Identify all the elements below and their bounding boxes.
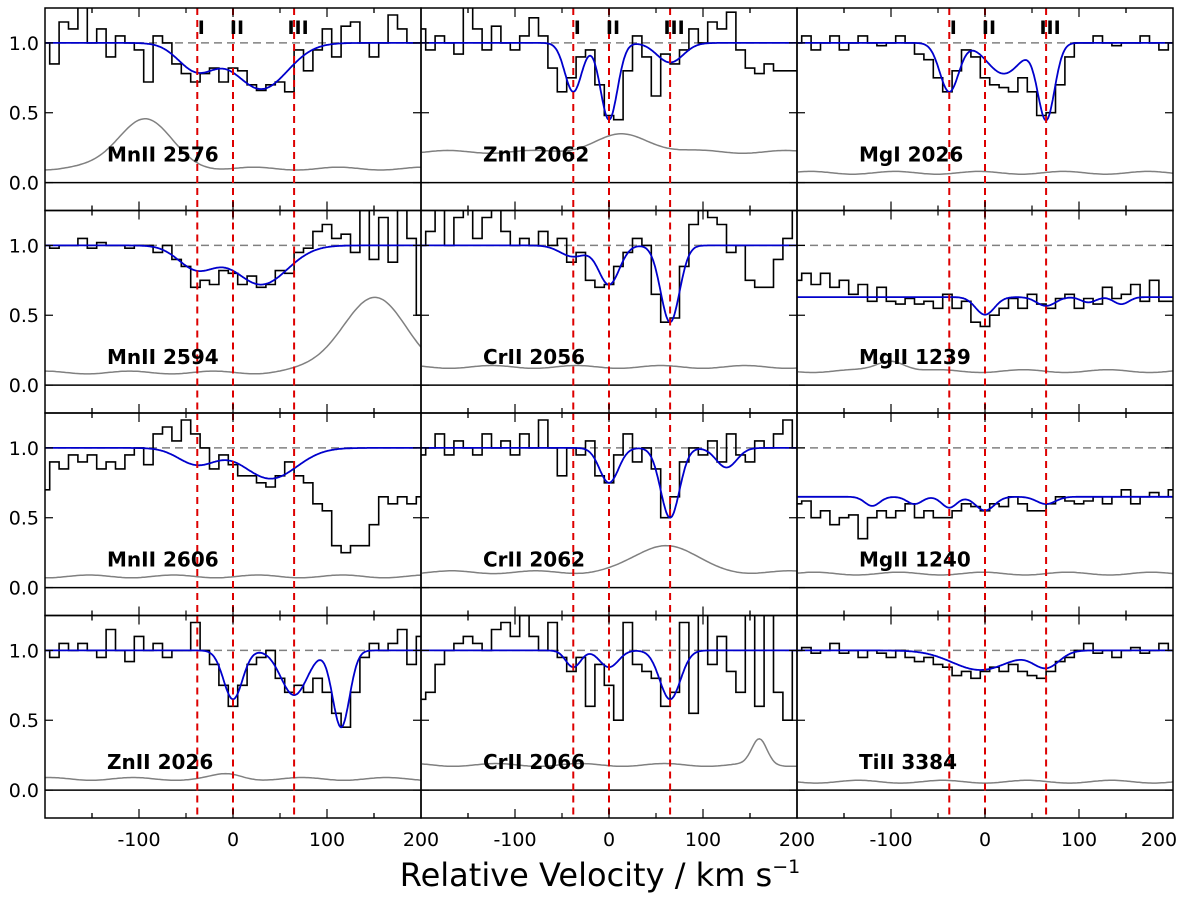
panel-plot-area <box>45 413 421 616</box>
component-label: III <box>287 17 308 39</box>
fit-model <box>797 296 1173 316</box>
y-tick-label: 1.0 <box>9 235 39 257</box>
panel-label: MnII 2576 <box>107 143 219 167</box>
panel-label: MnII 2594 <box>107 345 219 369</box>
data-spectrum <box>421 615 797 721</box>
x-tick-label: 100 <box>685 829 721 851</box>
x-axis-title-text: Relative Velocity / km s <box>400 856 772 894</box>
component-label: III <box>1039 17 1060 39</box>
error-spectrum <box>797 779 1173 784</box>
data-spectrum <box>45 621 421 728</box>
fit-model <box>421 447 797 519</box>
y-tick-label: 0.0 <box>9 173 39 195</box>
error-spectrum <box>45 574 421 579</box>
panel-mgii-1239: MgII 1239 <box>796 209 1174 414</box>
y-tick-label: 1.0 <box>9 640 39 662</box>
y-tick-label: 0.5 <box>9 710 39 732</box>
panel-label: TiII 3384 <box>859 750 957 774</box>
component-label: II <box>606 17 620 39</box>
component-label: I <box>574 17 581 39</box>
y-tick-label: 0.5 <box>9 305 39 327</box>
panel-plot-area <box>45 615 421 818</box>
component-label: III <box>663 17 684 39</box>
y-tick-label: 0.5 <box>9 103 39 125</box>
panel-mgii-1240: MgII 1240 <box>796 412 1174 617</box>
data-spectrum <box>45 8 421 93</box>
panel-plot-area <box>797 413 1173 616</box>
x-tick-label: -100 <box>117 829 160 851</box>
panel-label: ZnII 2062 <box>483 143 589 167</box>
x-tick-label: 200 <box>779 829 815 851</box>
y-tick-label: 0.0 <box>9 375 39 397</box>
component-label: I <box>950 17 957 39</box>
data-spectrum <box>797 642 1173 680</box>
panel-label: ZnII 2026 <box>107 750 213 774</box>
panel-plot-area <box>797 8 1173 211</box>
x-tick-label: 0 <box>227 829 239 851</box>
y-tick-label: 1.0 <box>9 438 39 460</box>
panel-plot-area <box>421 8 797 211</box>
component-label: II <box>230 17 244 39</box>
panel-plot-area <box>797 615 1173 818</box>
y-tick-label: 0.0 <box>9 780 39 802</box>
y-tick-label: 0.5 <box>9 508 39 530</box>
panel-znii-2026: 0.0 0.5 1.0 ZnII 2026 <box>9 614 422 819</box>
panel-label: CrII 2062 <box>483 548 585 572</box>
x-tick-label: 0 <box>979 829 991 851</box>
panel-label: CrII 2066 <box>483 750 585 774</box>
panel-label: MnII 2606 <box>107 548 219 572</box>
panel-plot-area <box>45 210 421 413</box>
component-label: I <box>198 17 205 39</box>
x-tick-label: 200 <box>1141 829 1177 851</box>
panel-plot-area <box>421 413 797 616</box>
panel-plot-area <box>421 615 797 818</box>
x-tick-label: 200 <box>403 829 439 851</box>
fit-model <box>45 649 421 729</box>
x-tick-label: 100 <box>1061 829 1097 851</box>
x-tick-label: -100 <box>869 829 912 851</box>
x-tick-labels: -100 0 100 200 -100 0 100 200 -100 0 100 200 <box>117 829 1177 851</box>
x-axis-title: Relative Velocity / km s−1 <box>400 856 800 894</box>
panel-label: MgII 1240 <box>859 548 971 572</box>
panel-plot-area <box>45 8 421 211</box>
y-tick-label: 0.0 <box>9 578 39 600</box>
x-tick-label: -100 <box>493 829 536 851</box>
panel-label: CrII 2056 <box>483 345 585 369</box>
error-spectrum <box>797 170 1173 175</box>
x-tick-label: 100 <box>309 829 345 851</box>
y-tick-label: 1.0 <box>9 33 39 55</box>
panel-label: MgI 2026 <box>859 143 963 167</box>
panel-plot-area <box>421 210 797 413</box>
panel-tiii-3384: TiII 3384 <box>796 614 1174 819</box>
panel-label: MgII 1239 <box>859 345 971 369</box>
error-spectrum <box>421 133 797 154</box>
x-axis-title-superscript: −1 <box>772 856 800 878</box>
component-label: II <box>982 17 996 39</box>
data-spectrum <box>421 8 797 121</box>
error-spectrum <box>421 544 797 575</box>
data-spectrum <box>421 210 797 323</box>
data-spectrum <box>797 272 1173 328</box>
panel-plot-area <box>797 210 1173 413</box>
x-tick-label: 0 <box>603 829 615 851</box>
